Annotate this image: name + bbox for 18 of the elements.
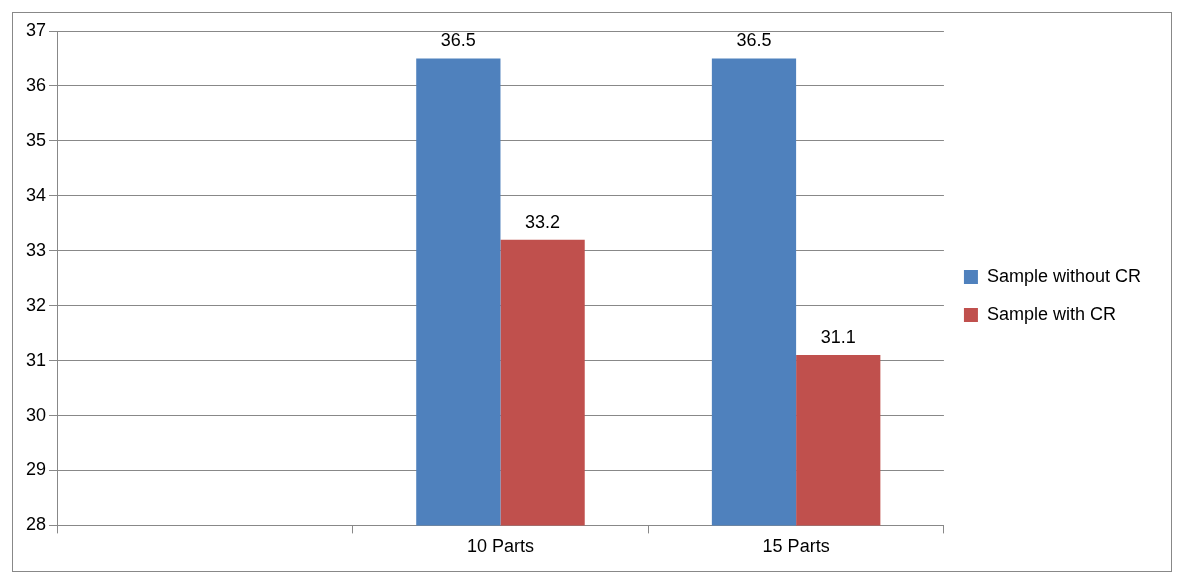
x-tick-label: 15 Parts bbox=[762, 536, 830, 557]
legend-label: Sample with CR bbox=[986, 303, 1116, 324]
y-tick-label: 34 bbox=[25, 184, 47, 205]
legend-label: Sample without CR bbox=[986, 265, 1142, 286]
y-tick-label: 28 bbox=[25, 514, 47, 535]
data-label: 31.1 bbox=[820, 327, 856, 348]
y-tick-label: 36 bbox=[25, 74, 47, 95]
y-tick-label: 31 bbox=[25, 349, 47, 370]
y-tick-label: 37 bbox=[25, 19, 47, 40]
y-tick-label: 33 bbox=[25, 239, 47, 260]
data-label: 36.5 bbox=[736, 30, 772, 51]
data-label: 36.5 bbox=[440, 30, 476, 51]
y-tick-label: 29 bbox=[25, 459, 47, 480]
y-tick-label: 32 bbox=[25, 294, 47, 315]
x-tick-label: 10 Parts bbox=[466, 536, 534, 557]
y-tick-label: 35 bbox=[25, 129, 47, 150]
data-label: 33.2 bbox=[525, 211, 561, 232]
y-tick-label: 30 bbox=[25, 404, 47, 425]
